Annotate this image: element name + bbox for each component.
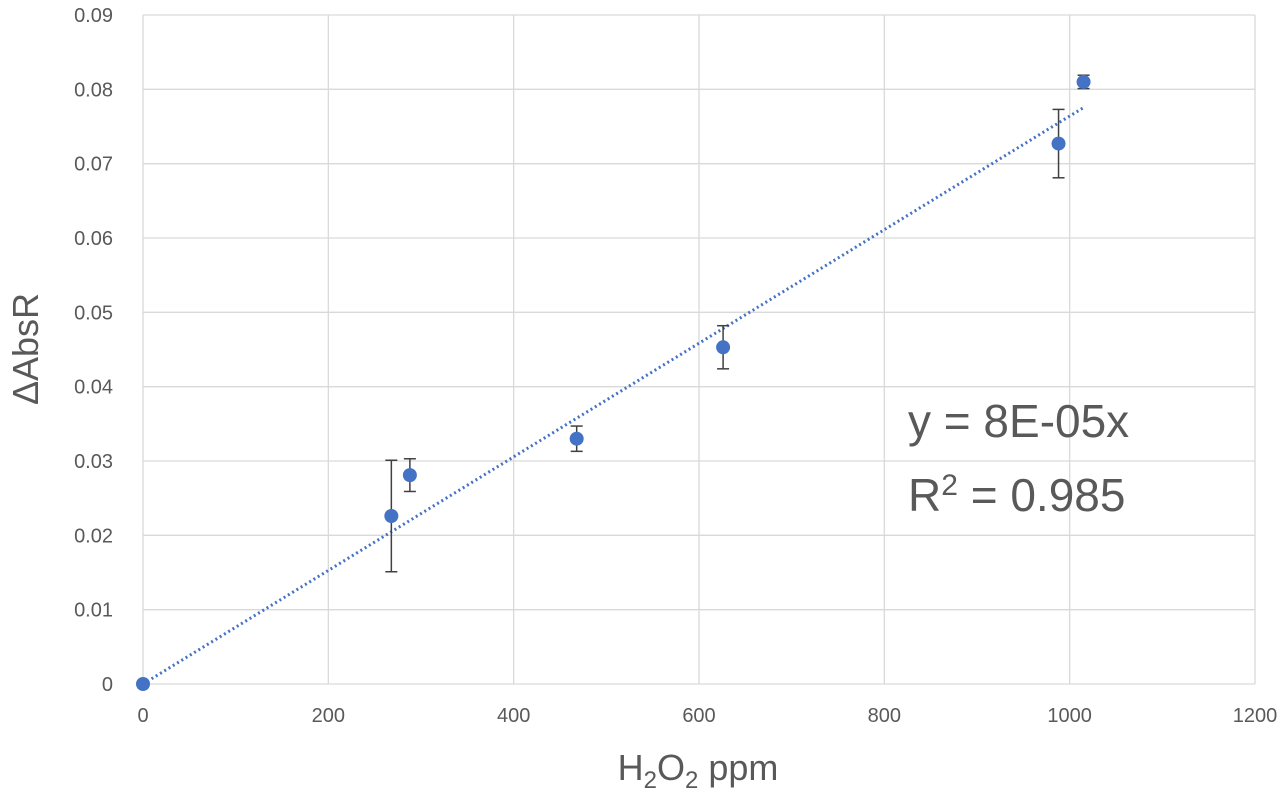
- x-tick-label: 800: [868, 705, 901, 727]
- y-tick-label: 0.05: [74, 302, 113, 324]
- data-point: [384, 509, 399, 524]
- r-squared-value: = 0.985: [958, 469, 1126, 521]
- data-point: [1051, 136, 1066, 151]
- r-squared-sup: 2: [941, 469, 958, 502]
- x-axis-title-unit: ppm: [698, 747, 778, 788]
- data-point: [569, 431, 584, 446]
- y-tick-label: 0.06: [74, 228, 113, 250]
- x-axis-title-sub2: 2: [685, 767, 698, 794]
- x-tick-label: 0: [137, 705, 148, 727]
- y-tick-label: 0.04: [74, 377, 113, 399]
- y-tick-label: 0.08: [74, 79, 113, 101]
- y-tick-labels: 0 0.01 0.02 0.03 0.04 0.05 0.06 0.07 0.08 0.09: [74, 5, 113, 696]
- y-tick-label: 0.03: [74, 451, 113, 473]
- trendline-equation: y = 8E-05x: [908, 395, 1129, 447]
- y-tick-label: 0.09: [74, 5, 113, 27]
- x-tick-label: 1000: [1047, 705, 1092, 727]
- y-tick-label: 0.01: [74, 600, 113, 622]
- trendline: [142, 106, 1085, 686]
- y-axis-title: ΔAbsR: [5, 293, 46, 405]
- y-tick-label: 0.07: [74, 154, 113, 176]
- y-tick-label: 0.02: [74, 525, 113, 547]
- y-tick-label: 0: [102, 674, 113, 696]
- r-squared-r: R: [908, 469, 941, 521]
- data-points: [136, 74, 1091, 691]
- x-tick-label: 600: [682, 705, 715, 727]
- x-axis-title-h: H: [618, 747, 644, 788]
- x-tick-label: 1200: [1233, 705, 1278, 727]
- x-axis-title: H2O2 ppm: [618, 747, 779, 794]
- x-axis-title-sub1: 2: [644, 767, 657, 794]
- error-bars: [385, 74, 1090, 573]
- x-axis-title-o: O: [657, 747, 685, 788]
- x-tick-labels: 0 200 400 600 800 1000 1200: [137, 705, 1277, 727]
- x-tick-label: 400: [497, 705, 530, 727]
- data-point: [1076, 74, 1091, 89]
- data-point: [402, 468, 417, 483]
- trendline-layer: [142, 106, 1085, 686]
- gridlines: [142, 14, 1256, 685]
- r-squared-label: R2 = 0.985: [908, 469, 1125, 521]
- data-point: [136, 677, 150, 691]
- x-tick-label: 200: [312, 705, 345, 727]
- data-point: [716, 340, 731, 355]
